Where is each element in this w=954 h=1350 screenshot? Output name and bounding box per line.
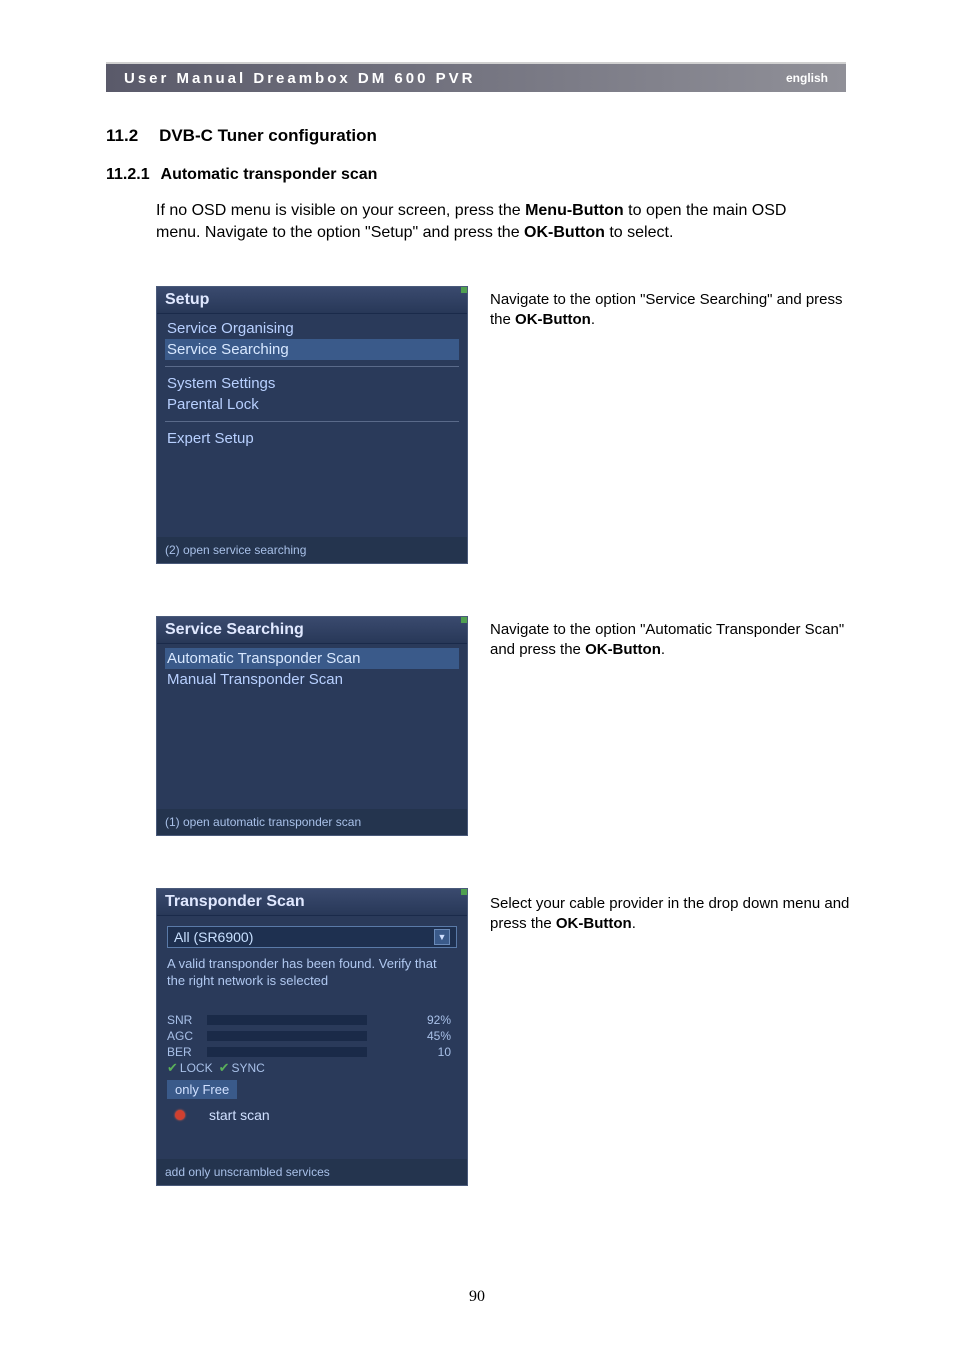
provider-dropdown[interactable]: All (SR6900) ▼ bbox=[167, 926, 457, 948]
service-searching-footer: (1) open automatic transponder scan bbox=[157, 809, 467, 835]
page-number: 90 bbox=[0, 1288, 954, 1306]
instruction-3: Select your cable provider in the drop d… bbox=[490, 894, 850, 935]
subsection-heading: 11.2.1 Automatic transponder scan bbox=[106, 166, 377, 184]
transponder-info: A valid transponder has been found. Veri… bbox=[167, 956, 457, 990]
menu-item-manual-transponder[interactable]: Manual Transponder Scan bbox=[165, 669, 459, 690]
start-scan-button[interactable]: start scan bbox=[167, 1105, 457, 1125]
transponder-scan-title: Transponder Scan bbox=[157, 889, 467, 916]
service-searching-title: Service Searching bbox=[157, 617, 467, 644]
transponder-scan-screenshot: Transponder Scan All (SR6900) ▼ A valid … bbox=[156, 888, 468, 1186]
setup-title: Setup bbox=[157, 287, 467, 314]
chevron-down-icon[interactable]: ▼ bbox=[434, 929, 450, 945]
transponder-scan-footer: add only unscrambled services bbox=[157, 1159, 467, 1185]
document-header: User Manual Dreambox DM 600 PVR english bbox=[106, 62, 846, 92]
subsection-number: 11.2.1 bbox=[106, 166, 150, 183]
stat-agc: AGC 45% bbox=[167, 1028, 457, 1044]
red-dot-icon bbox=[175, 1110, 185, 1120]
setup-menu-screenshot: Setup Service Organising Service Searchi… bbox=[156, 286, 468, 564]
only-free-toggle[interactable]: only Free bbox=[167, 1080, 237, 1099]
section-number: 11.2 bbox=[106, 126, 138, 145]
instruction-2: Navigate to the option "Automatic Transp… bbox=[490, 620, 850, 661]
dropdown-value: All (SR6900) bbox=[174, 929, 253, 945]
section-title: DVB-C Tuner configuration bbox=[159, 126, 377, 145]
menu-item-service-organising[interactable]: Service Organising bbox=[165, 318, 459, 339]
stat-snr: SNR 92% bbox=[167, 1012, 457, 1028]
service-searching-screenshot: Service Searching Automatic Transponder … bbox=[156, 616, 468, 836]
menu-item-service-searching[interactable]: Service Searching bbox=[165, 339, 459, 360]
setup-footer: (2) open service searching bbox=[157, 537, 467, 563]
menu-item-system-settings[interactable]: System Settings bbox=[165, 373, 459, 394]
intro-paragraph: If no OSD menu is visible on your screen… bbox=[156, 200, 856, 245]
subsection-title: Automatic transponder scan bbox=[161, 166, 378, 183]
header-lang: english bbox=[786, 71, 828, 85]
header-title: User Manual Dreambox DM 600 PVR bbox=[124, 70, 475, 87]
lock-sync-row: ✔ LOCK ✔ SYNC bbox=[167, 1060, 457, 1076]
check-icon: ✔ bbox=[167, 1060, 178, 1076]
section-heading: 11.2 DVB-C Tuner configuration bbox=[106, 126, 377, 146]
menu-item-parental-lock[interactable]: Parental Lock bbox=[165, 394, 459, 415]
menu-item-auto-transponder[interactable]: Automatic Transponder Scan bbox=[165, 648, 459, 669]
instruction-1: Navigate to the option "Service Searchin… bbox=[490, 290, 850, 331]
menu-item-expert-setup[interactable]: Expert Setup bbox=[165, 428, 459, 449]
stat-ber: BER 10 bbox=[167, 1044, 457, 1060]
check-icon: ✔ bbox=[219, 1060, 230, 1076]
